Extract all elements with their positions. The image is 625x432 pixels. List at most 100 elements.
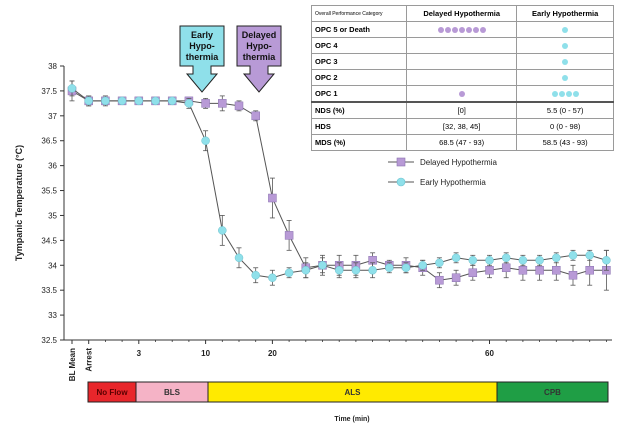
data-point [435, 275, 444, 285]
opc-dots-early [516, 69, 614, 86]
y-ticks: 32.5 33 33.5 34 34.5 35 35.5 36 36.5 37 37.5 38 [41, 62, 64, 345]
series-layer [67, 80, 611, 291]
callout-text: thermia [243, 52, 277, 62]
y-tick-label: 36 [48, 162, 57, 171]
data-point [284, 268, 294, 277]
data-point [184, 99, 194, 108]
phase-label: BLS [164, 388, 181, 397]
table-header-delayed: Delayed Hypothermia [405, 5, 518, 22]
row-label: OPC 2 [311, 69, 407, 86]
row-label: NDS (%) [311, 101, 407, 119]
subject-dot [465, 26, 472, 33]
opc-dots-early [516, 37, 614, 54]
data-point [585, 251, 594, 260]
table-row: NDS (%) [0] 5.5 (0 - 57) [311, 101, 614, 119]
row-label: MDS (%) [311, 134, 407, 151]
y-tick-label: 35.5 [41, 187, 57, 196]
data-point [418, 261, 427, 270]
data-point [585, 266, 594, 275]
y-tick-label: 38 [48, 62, 57, 71]
data-point [351, 266, 361, 275]
subject-dot [472, 26, 479, 33]
legend-marker-delayed [396, 157, 406, 167]
data-point [451, 273, 461, 282]
x-tick-label: 20 [268, 349, 277, 358]
data-point [485, 266, 494, 275]
callout-text: Hypo- [246, 41, 272, 51]
x-tick-label: 3 [137, 349, 142, 358]
callout-text: thermia [186, 52, 220, 62]
subject-dot [562, 74, 569, 81]
x-tick-label: 10 [201, 349, 210, 358]
opc-dots-delayed [405, 21, 518, 38]
row-label: OPC 4 [311, 37, 407, 54]
performance-table: Overall Performance Category Delayed Hyp… [311, 5, 614, 151]
x-tick-label: 60 [485, 349, 494, 358]
y-tick-label: 37 [48, 112, 57, 121]
data-point [518, 256, 528, 265]
table-row: MDS (%) 68.5 (47 - 93) 58.5 (43 - 93) [311, 134, 614, 151]
subject-dot [458, 26, 465, 33]
opc-dots-early [516, 53, 614, 70]
phase-label: No Flow [96, 388, 128, 397]
x-ticks: BL Mean Arrest 3 10 20 60 [68, 340, 607, 381]
y-tick-label: 37.5 [41, 87, 57, 96]
data-point [602, 256, 611, 265]
subject-dot [562, 26, 569, 33]
data-point [568, 270, 578, 280]
y-tick-label: 34 [48, 261, 57, 270]
subject-dot [565, 90, 572, 97]
data-point [535, 266, 544, 275]
data-point [67, 84, 77, 93]
phase-label: CPB [544, 388, 561, 397]
data-point [501, 263, 511, 273]
row-label: OPC 5 or Death [311, 21, 407, 38]
table-row: OPC 2 [311, 69, 614, 86]
y-tick-label: 36.5 [41, 137, 57, 146]
data-point [151, 96, 160, 106]
data-point [401, 263, 411, 273]
data-point [251, 111, 260, 121]
data-point [535, 256, 544, 265]
phase-label: ALS [345, 388, 362, 397]
subject-dot [558, 90, 565, 97]
data-point [468, 268, 478, 277]
callout-text: Hypo- [189, 41, 215, 51]
data-point [251, 270, 260, 280]
y-tick-label: 35 [48, 211, 57, 220]
data-point [167, 96, 177, 106]
subject-dot [444, 26, 451, 33]
data-point [117, 96, 127, 106]
y-tick-label: 33.5 [41, 286, 57, 295]
phase-segment-cpb [496, 381, 609, 403]
subject-dot [572, 90, 579, 97]
row-label: OPC 1 [311, 85, 407, 103]
opc-dots-delayed [405, 37, 518, 54]
data-point [568, 251, 578, 260]
legend-marker-early [396, 177, 406, 187]
table-header-row: Overall Performance Category Delayed Hyp… [311, 5, 614, 22]
callout-arrow [236, 25, 282, 93]
data-point [385, 263, 394, 273]
x-tick-label: Arrest [85, 348, 94, 372]
data-point [485, 256, 494, 265]
y-axis-label: Tympanic Temperature (°C) [14, 145, 24, 261]
data-point [334, 266, 344, 275]
legend: Delayed Hypothermia Early Hypothermia [388, 157, 497, 187]
y-tick-label: 33 [48, 311, 57, 320]
subject-dot [479, 26, 486, 33]
data-point [234, 253, 244, 263]
y-tick-label: 34.5 [41, 236, 57, 245]
data-point [84, 96, 93, 106]
data-point [218, 226, 227, 235]
data-point [368, 266, 377, 275]
stat-delayed: [0] [405, 101, 518, 119]
table-row: OPC 5 or Death [311, 21, 614, 38]
x-axis-label: Time (min) [334, 416, 369, 423]
callout-text: Delayed [242, 30, 277, 40]
stat-delayed: [32, 38, 45] [405, 118, 518, 135]
stat-early: 0 (0 - 98) [516, 118, 614, 135]
data-point [201, 99, 210, 108]
